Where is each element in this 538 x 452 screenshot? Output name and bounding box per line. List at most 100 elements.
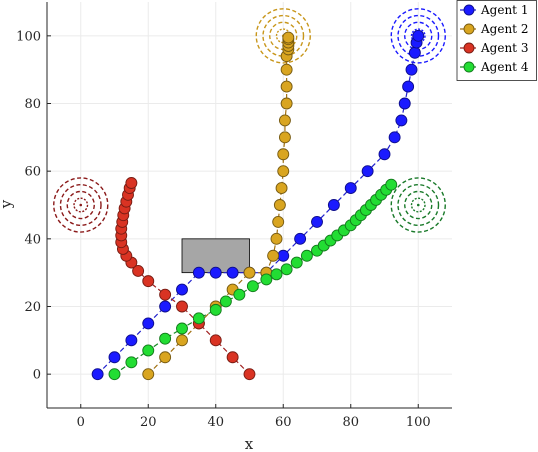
data-point	[272, 215, 285, 228]
data-point	[300, 249, 313, 262]
y-tick-label: 20	[24, 300, 41, 315]
target-ring-circle	[53, 177, 109, 233]
data-point	[209, 334, 222, 347]
target-ring-circle	[255, 8, 311, 64]
data-point	[159, 351, 172, 364]
data-point	[280, 97, 293, 110]
data-point	[385, 178, 398, 191]
target-ring-circle	[397, 14, 440, 57]
data-point	[280, 263, 293, 276]
data-point	[125, 177, 138, 189]
data-point	[361, 165, 374, 178]
data-point	[226, 266, 239, 279]
data-point	[412, 29, 425, 42]
target-ring-circle	[73, 197, 89, 213]
data-point	[209, 266, 222, 279]
data-point	[311, 215, 323, 228]
legend-marker	[463, 61, 475, 73]
target-center	[416, 203, 420, 207]
series-agent-3	[115, 177, 256, 381]
target-ring-circle	[59, 183, 102, 226]
series-agent-2	[142, 31, 295, 381]
data-point	[176, 300, 188, 313]
data-point	[125, 356, 138, 369]
axes	[46, 2, 452, 409]
data-point	[402, 80, 415, 93]
data-point	[176, 283, 188, 296]
tick-labels: 0 20 40 60 80 100 0 20 40 60 80 100	[16, 29, 430, 430]
data-point	[142, 275, 155, 288]
data-point	[226, 351, 239, 364]
data-point	[278, 114, 291, 127]
data-point	[395, 114, 408, 127]
data-point	[273, 199, 286, 211]
data-point	[233, 288, 246, 301]
x-tick-label: 100	[406, 415, 431, 430]
data-point	[108, 368, 121, 381]
data-point	[282, 31, 295, 44]
data-point	[270, 232, 283, 245]
legend-label: Agent 2	[480, 22, 528, 36]
data-point	[176, 334, 188, 347]
x-tick-label: 60	[275, 415, 292, 430]
data-point	[270, 268, 283, 281]
data-point	[398, 97, 411, 110]
data-point	[243, 368, 256, 381]
legend-marker	[463, 4, 475, 16]
data-point	[290, 256, 303, 269]
legend-label: Agent 3	[480, 41, 528, 55]
legend-label: Agent 4	[480, 60, 529, 74]
legend-item-agent-2: Agent 2	[460, 22, 528, 36]
target-ring-circle	[390, 177, 446, 233]
x-tick-label: 0	[77, 415, 85, 430]
data-point	[142, 368, 155, 381]
legend: Agent 1 Agent 2 Agent 3 Agent 4	[456, 0, 537, 81]
y-axis-label: y	[0, 199, 15, 209]
data-point	[243, 266, 256, 279]
data-point	[280, 63, 293, 76]
data-point	[108, 351, 121, 364]
data-point	[408, 46, 421, 59]
data-point	[176, 322, 188, 335]
data-point	[294, 232, 307, 245]
target-center	[79, 203, 83, 207]
data-point	[275, 182, 288, 195]
target-rings	[53, 8, 446, 233]
data-point	[192, 266, 205, 279]
legend-marker	[463, 23, 475, 35]
data-point	[277, 249, 290, 262]
y-tick-label: 60	[24, 165, 41, 180]
data-point	[159, 288, 172, 301]
legend-marker	[463, 42, 475, 54]
data-point	[388, 131, 401, 144]
legend-item-agent-3: Agent 3	[460, 41, 528, 55]
y-tick-label: 80	[24, 97, 41, 112]
grid-lines	[47, 2, 452, 408]
data-point	[125, 334, 138, 347]
y-tick-label: 100	[16, 29, 41, 44]
target-ring-circle	[397, 183, 440, 226]
data-point	[142, 317, 155, 330]
data-point	[159, 332, 172, 345]
data-point	[327, 199, 340, 211]
data-point	[142, 344, 155, 357]
data-point	[159, 300, 172, 313]
data-point	[209, 303, 222, 316]
series-layer	[91, 29, 425, 381]
x-tick-label: 40	[207, 415, 224, 430]
target-ring-circle	[66, 190, 95, 220]
data-point	[378, 148, 391, 161]
data-point	[344, 182, 357, 195]
data-point	[219, 295, 232, 308]
data-point	[280, 80, 293, 93]
y-tick-label: 40	[24, 232, 41, 247]
x-tick-label: 80	[342, 415, 359, 430]
y-tick-label: 0	[33, 368, 41, 383]
data-point	[192, 312, 205, 325]
data-point	[277, 165, 290, 178]
data-point	[277, 148, 290, 161]
data-point	[267, 249, 280, 262]
legend-item-agent-4: Agent 4	[460, 60, 529, 74]
